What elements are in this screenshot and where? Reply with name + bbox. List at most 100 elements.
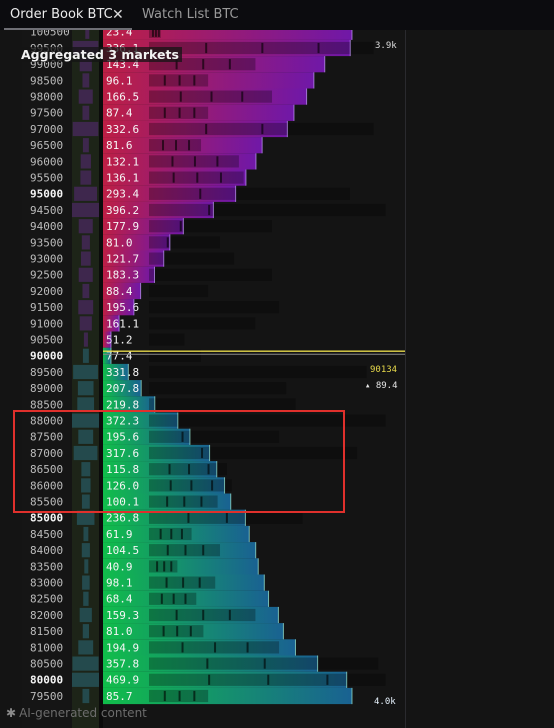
order-tick <box>246 642 249 653</box>
depth-bar <box>103 444 210 462</box>
last-price-delta: ▴ 89.4 <box>365 381 398 391</box>
price-label: 90000 <box>30 350 63 363</box>
size-bar <box>149 527 192 541</box>
volume-cell <box>82 73 90 88</box>
tab-order-book[interactable]: Order Book BTC <box>10 7 113 22</box>
aggregation-label: Aggregated 3 markets <box>18 47 182 62</box>
order-tick <box>326 674 329 685</box>
size-bar <box>149 333 185 346</box>
size-label: 61.9 <box>106 528 133 541</box>
volume-cell <box>81 462 91 477</box>
order-tick <box>202 545 205 556</box>
order-tick <box>175 59 178 70</box>
order-tick <box>210 91 213 102</box>
order-tick <box>169 480 172 491</box>
volume-cell <box>72 202 99 218</box>
order-tick <box>188 464 191 475</box>
price-label: 87000 <box>30 447 63 460</box>
price-label: 84000 <box>30 544 63 557</box>
size-label: 136.1 <box>106 172 139 185</box>
size-bar <box>149 187 351 200</box>
price-label: 85000 <box>30 512 63 525</box>
order-tick <box>228 59 231 70</box>
depth-bar <box>103 266 155 283</box>
order-tick <box>205 42 208 54</box>
depth-chart: 10050023.499500336.199000143.49850096.19… <box>30 30 405 705</box>
order-tick <box>184 545 187 556</box>
price-column <box>22 30 70 728</box>
size-bar <box>149 220 273 233</box>
order-tick <box>178 75 181 86</box>
order-tick <box>211 480 214 491</box>
price-label: 81000 <box>30 641 63 654</box>
order-tick <box>263 658 266 669</box>
size-label: 161.1 <box>106 317 139 330</box>
order-tick <box>193 156 196 167</box>
size-bar <box>149 90 273 103</box>
order-tick <box>198 577 201 588</box>
depth-bar <box>103 250 164 267</box>
close-icon[interactable]: ✕ <box>112 7 124 23</box>
volume-cell <box>84 559 89 574</box>
price-label: 98500 <box>30 74 63 87</box>
depth-bar <box>103 30 352 40</box>
tab-watch-list[interactable]: Watch List BTC <box>142 7 239 22</box>
order-tick <box>181 431 184 442</box>
size-label: 194.9 <box>106 641 139 654</box>
size-bar <box>149 317 256 330</box>
order-tick <box>172 172 175 183</box>
depth-bar <box>103 428 190 445</box>
size-label: 183.3 <box>106 269 139 282</box>
order-tick <box>206 658 209 669</box>
depth-bar <box>103 88 307 105</box>
size-bar <box>149 349 202 362</box>
order-tick <box>202 59 205 70</box>
price-label: 88000 <box>30 415 63 428</box>
volume-cell <box>80 251 91 266</box>
price-label: 86000 <box>30 479 63 492</box>
volume-cell <box>79 607 92 623</box>
volume-cell <box>81 478 91 493</box>
volume-cell <box>82 575 90 590</box>
price-label: 80500 <box>30 658 63 671</box>
volume-cell <box>85 30 90 39</box>
depth-bar <box>103 347 111 364</box>
panel-divider <box>405 30 406 728</box>
depth-bar <box>103 525 250 543</box>
depth-bar <box>103 137 263 154</box>
order-tick <box>208 204 211 216</box>
size-label: 81.0 <box>106 236 133 249</box>
order-tick <box>184 593 187 604</box>
volume-cell <box>81 543 90 558</box>
order-book-panel[interactable]: 10050023.499500336.199000143.49850096.19… <box>0 30 554 728</box>
order-tick <box>261 42 264 54</box>
order-tick <box>170 561 173 572</box>
volume-cell <box>83 591 89 606</box>
volume-cell <box>81 494 90 509</box>
price-label: 98000 <box>30 91 63 104</box>
order-tick <box>187 512 190 523</box>
size-label: 332.6 <box>106 123 139 136</box>
volume-cell <box>76 510 95 525</box>
order-tick <box>241 91 244 102</box>
volume-cell <box>83 526 89 542</box>
depth-bar <box>103 396 155 413</box>
order-tick <box>193 690 196 702</box>
price-label: 80000 <box>30 674 63 687</box>
order-tick <box>178 107 181 118</box>
size-label: 195.6 <box>106 301 139 314</box>
price-label: 86500 <box>30 463 63 476</box>
order-tick <box>166 496 169 507</box>
order-tick <box>154 30 157 37</box>
size-label: 159.3 <box>106 609 139 622</box>
price-label: 96500 <box>30 139 63 152</box>
price-label: 90500 <box>30 334 63 347</box>
highlight-box <box>13 410 345 513</box>
order-tick <box>178 690 181 702</box>
depth-bar <box>103 120 288 138</box>
price-label: 93500 <box>30 236 63 249</box>
price-label: 95000 <box>30 188 63 201</box>
price-label: 87500 <box>30 431 63 444</box>
order-tick <box>190 480 193 491</box>
price-label: 91000 <box>30 317 63 330</box>
